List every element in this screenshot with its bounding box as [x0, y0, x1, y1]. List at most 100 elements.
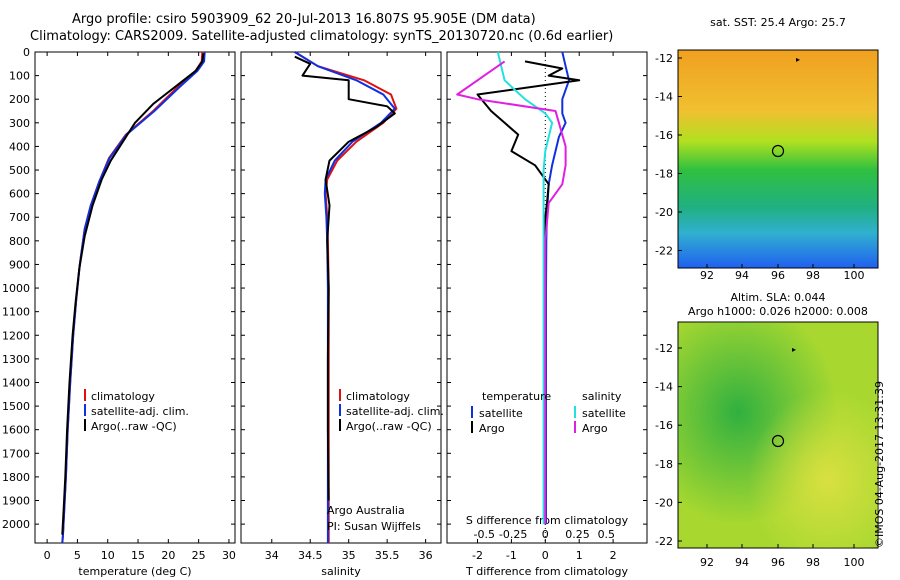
map-x-tick-label: 94 [735, 556, 749, 569]
x-tick-label: 0 [542, 549, 549, 562]
top-x-axis-label: S difference from climatology [466, 514, 629, 527]
panel-frame [240, 51, 442, 544]
map-y-tick-label: -12 [655, 342, 673, 355]
map-x-tick-label: 96 [771, 269, 785, 282]
depth-tick-label: 2000 [2, 518, 30, 531]
depth-tick-label: 200 [9, 93, 30, 106]
map-x-tick-label: 98 [806, 556, 820, 569]
sst-float-mark: ▸ [796, 55, 800, 64]
series-line-climatology [294, 51, 398, 543]
depth-tick-label: 700 [9, 211, 30, 224]
sla-float-mark: ▸ [792, 345, 796, 354]
legend-label: satellite [479, 407, 523, 420]
map-y-tick-label: -14 [655, 91, 673, 104]
sst-map-title: sat. SST: 25.4 Argo: 25.7 [710, 16, 846, 29]
x-tick-label: 35 [342, 549, 356, 562]
x-tick-label: 20 [161, 549, 175, 562]
depth-tick-label: 1000 [2, 282, 30, 295]
depth-tick-label: 0 [23, 46, 30, 59]
legend-label: Argo [582, 422, 608, 435]
depth-tick-label: 1300 [2, 353, 30, 366]
map-y-tick-label: -20 [655, 206, 673, 219]
x-tick-label: 36 [419, 549, 433, 562]
legend-header-salinity: salinity [582, 390, 622, 403]
x-tick-label: 5 [74, 549, 81, 562]
x-axis-label: T difference from climatology [465, 565, 628, 578]
depth-tick-label: 300 [9, 117, 30, 130]
legend-label: satellite [582, 407, 626, 420]
depth-tick-label: 400 [9, 140, 30, 153]
map-y-tick-label: -16 [655, 419, 673, 432]
x-tick-label: 34.5 [298, 549, 323, 562]
map-y-tick-label: -18 [655, 168, 673, 181]
legend-header-temperature: temperature [482, 390, 551, 403]
top-x-tick-label: -0.25 [499, 528, 527, 541]
x-tick-label: 15 [131, 549, 145, 562]
panel-frame [446, 51, 648, 544]
map-y-tick-label: -16 [655, 129, 673, 142]
map-x-tick-label: 94 [735, 269, 749, 282]
x-tick-label: -2 [472, 549, 483, 562]
annotation-org: Argo Australia [327, 504, 405, 517]
x-tick-label: 25 [192, 549, 206, 562]
depth-tick-label: 1700 [2, 447, 30, 460]
map-y-tick-label: -18 [655, 458, 673, 471]
legend-label: satellite-adj. clim. [346, 405, 444, 418]
map-y-tick-label: -14 [655, 381, 673, 394]
x-axis-label: salinity [321, 565, 361, 578]
series-line-argo [476, 60, 581, 525]
depth-tick-label: 1400 [2, 376, 30, 389]
x-axis-label: temperature (deg C) [78, 565, 191, 578]
series-line-argo [456, 60, 567, 525]
depth-tick-label: 1800 [2, 471, 30, 484]
x-tick-label: 35.5 [375, 549, 400, 562]
depth-tick-label: 1200 [2, 329, 30, 342]
depth-tick-label: 1900 [2, 495, 30, 508]
map-x-tick-label: 98 [806, 269, 820, 282]
depth-tick-label: 500 [9, 164, 30, 177]
sla-map-title-2: Argo h1000: 0.026 h2000: 0.008 [688, 305, 868, 318]
legend-label: Argo(..raw -QC) [346, 420, 432, 433]
annotation-pi: PI: Susan Wijffels [327, 520, 421, 533]
map-y-tick-label: -22 [655, 245, 673, 258]
sla-map-title-1: Altim. SLA: 0.044 [730, 291, 825, 304]
legend-label: Argo(..raw -QC) [91, 420, 177, 433]
map-y-tick-label: -22 [655, 535, 673, 548]
x-tick-label: -1 [506, 549, 517, 562]
x-tick-label: 34 [265, 549, 279, 562]
legend-label: satellite-adj. clim. [91, 405, 189, 418]
sla-argo-marker [771, 434, 785, 448]
series-line-satellite [496, 51, 554, 525]
legend-label: climatology [91, 390, 155, 403]
x-tick-label: 2 [610, 549, 617, 562]
map-y-tick-label: -20 [655, 496, 673, 509]
legend-label: climatology [346, 390, 410, 403]
series-line-argorawqc [294, 55, 396, 501]
x-tick-label: 1 [576, 549, 583, 562]
panel-frame [34, 51, 236, 544]
profile-panel-3: -2 -1 0 1 2 T difference from climatology S di… [446, 51, 648, 578]
depth-tick-label: 1500 [2, 400, 30, 413]
sst-argo-marker [771, 144, 785, 158]
depth-tick-label: 1600 [2, 424, 30, 437]
depth-tick-label: 800 [9, 235, 30, 248]
sst-map: ▸ [677, 49, 879, 269]
x-tick-label: 10 [101, 549, 115, 562]
series-line-argorawqc [61, 53, 205, 535]
sst-map-field [677, 49, 879, 269]
depth-tick-label: 900 [9, 258, 30, 271]
map-x-tick-label: 92 [700, 556, 714, 569]
depth-tick-label: 1100 [2, 306, 30, 319]
x-tick-label: 0 [44, 549, 51, 562]
top-x-tick-label: 0 [542, 528, 549, 541]
top-x-tick-label: -0.5 [474, 528, 495, 541]
profile-panel-1: 0100200300400500600700800900100011001200… [2, 46, 236, 578]
title-line-1: Argo profile: csiro 5903909_62 20-Jul-20… [72, 12, 536, 27]
imos-timestamp: ©IMOS 04-Aug-2017 13:31:39 [873, 381, 886, 548]
depth-tick-label: 600 [9, 188, 30, 201]
map-y-tick-label: -12 [655, 52, 673, 65]
map-x-tick-label: 96 [771, 556, 785, 569]
x-tick-label: 30 [222, 549, 236, 562]
map-x-tick-label: 92 [700, 269, 714, 282]
